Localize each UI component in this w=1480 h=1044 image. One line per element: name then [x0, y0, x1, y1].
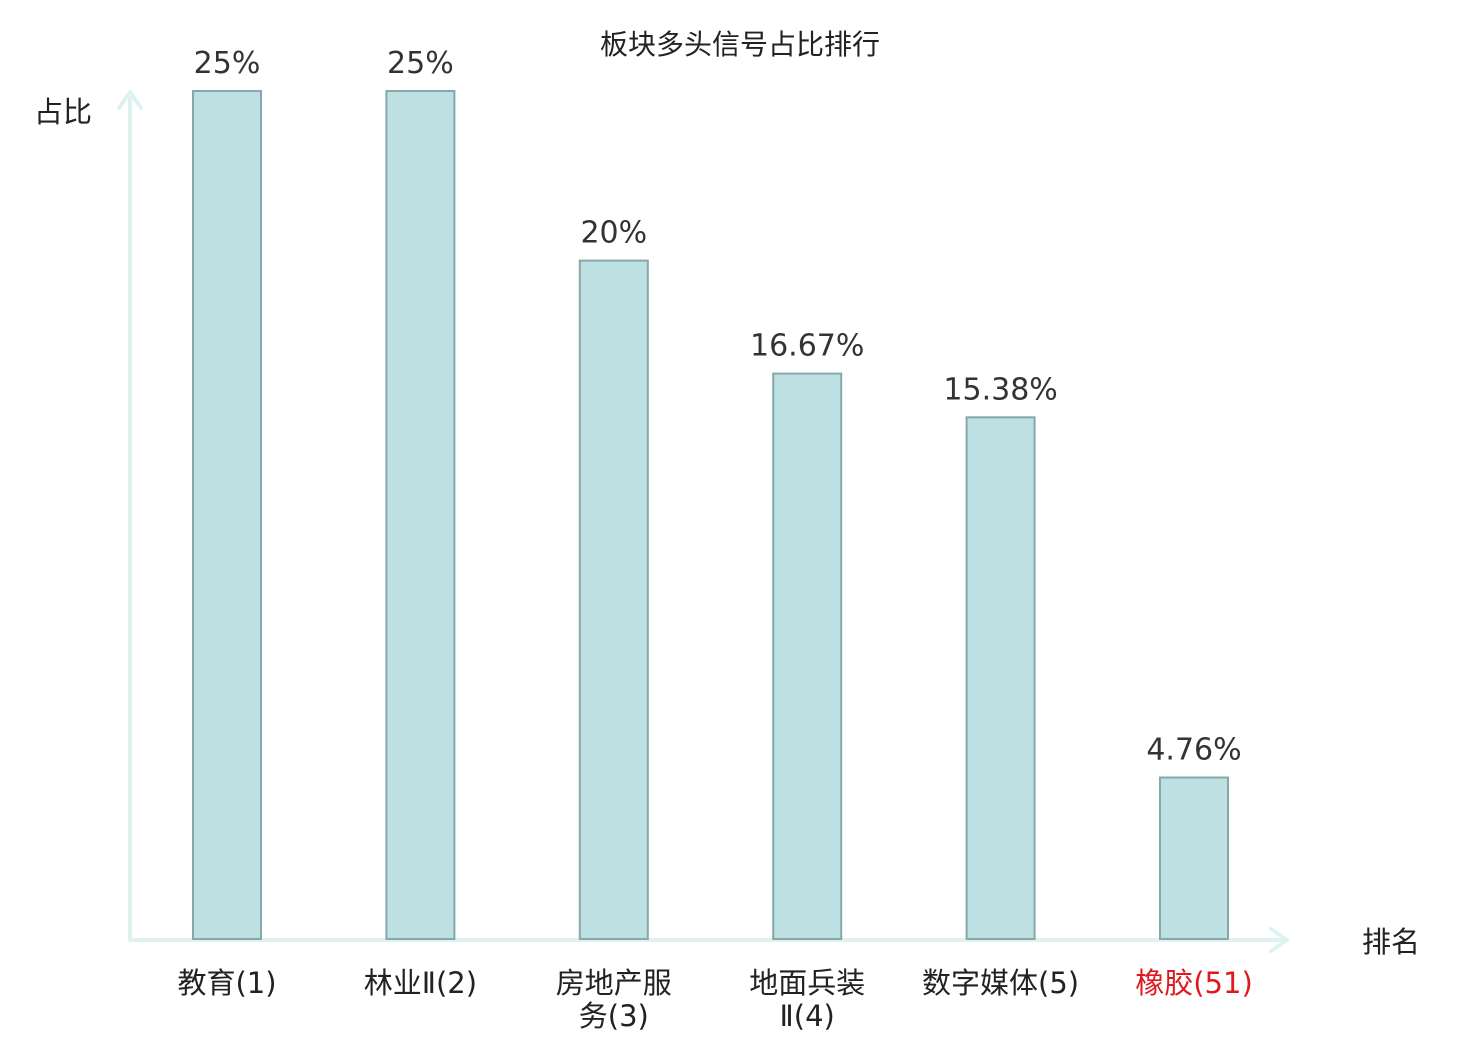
bars-group: [192, 90, 1229, 941]
chart-title: 板块多头信号占比排行: [600, 28, 880, 61]
y-axis-arrow-icon: [117, 90, 143, 110]
y-axis-label: 占比: [34, 95, 92, 129]
x-tick-label: 橡胶(51): [1135, 966, 1253, 1000]
bar-value-label: 15.38%: [943, 372, 1057, 407]
bar-value-label: 4.76%: [1146, 733, 1241, 768]
bar-value-label: 20%: [580, 216, 647, 251]
bar: [1159, 776, 1229, 940]
bar: [578, 259, 649, 941]
bar-value-label: 25%: [194, 46, 261, 81]
bar: [772, 372, 843, 941]
x-tick-label: 务(3): [579, 999, 649, 1033]
x-tick-label: 房地产服: [556, 966, 672, 1000]
x-tick-label: 教育(1): [177, 966, 276, 1000]
bar-value-label: 25%: [387, 46, 454, 81]
bar: [385, 90, 456, 940]
x-tick-label: Ⅱ(4): [780, 999, 835, 1033]
bar: [192, 90, 262, 940]
x-tick-label: 林业Ⅱ(2): [364, 966, 477, 1000]
x-tick-label: 地面兵装: [749, 966, 865, 1000]
value-labels-group: 25% 25% 20% 16.67% 15.38% 4.76%: [194, 46, 1242, 768]
bar: [965, 416, 1036, 940]
x-tick-label: 数字媒体(5): [922, 966, 1079, 1000]
x-axis-arrow-icon: [1269, 927, 1289, 953]
x-axis-label: 排名: [1362, 925, 1420, 959]
axes: [117, 90, 1289, 953]
bar-value-label: 16.67%: [750, 329, 864, 364]
